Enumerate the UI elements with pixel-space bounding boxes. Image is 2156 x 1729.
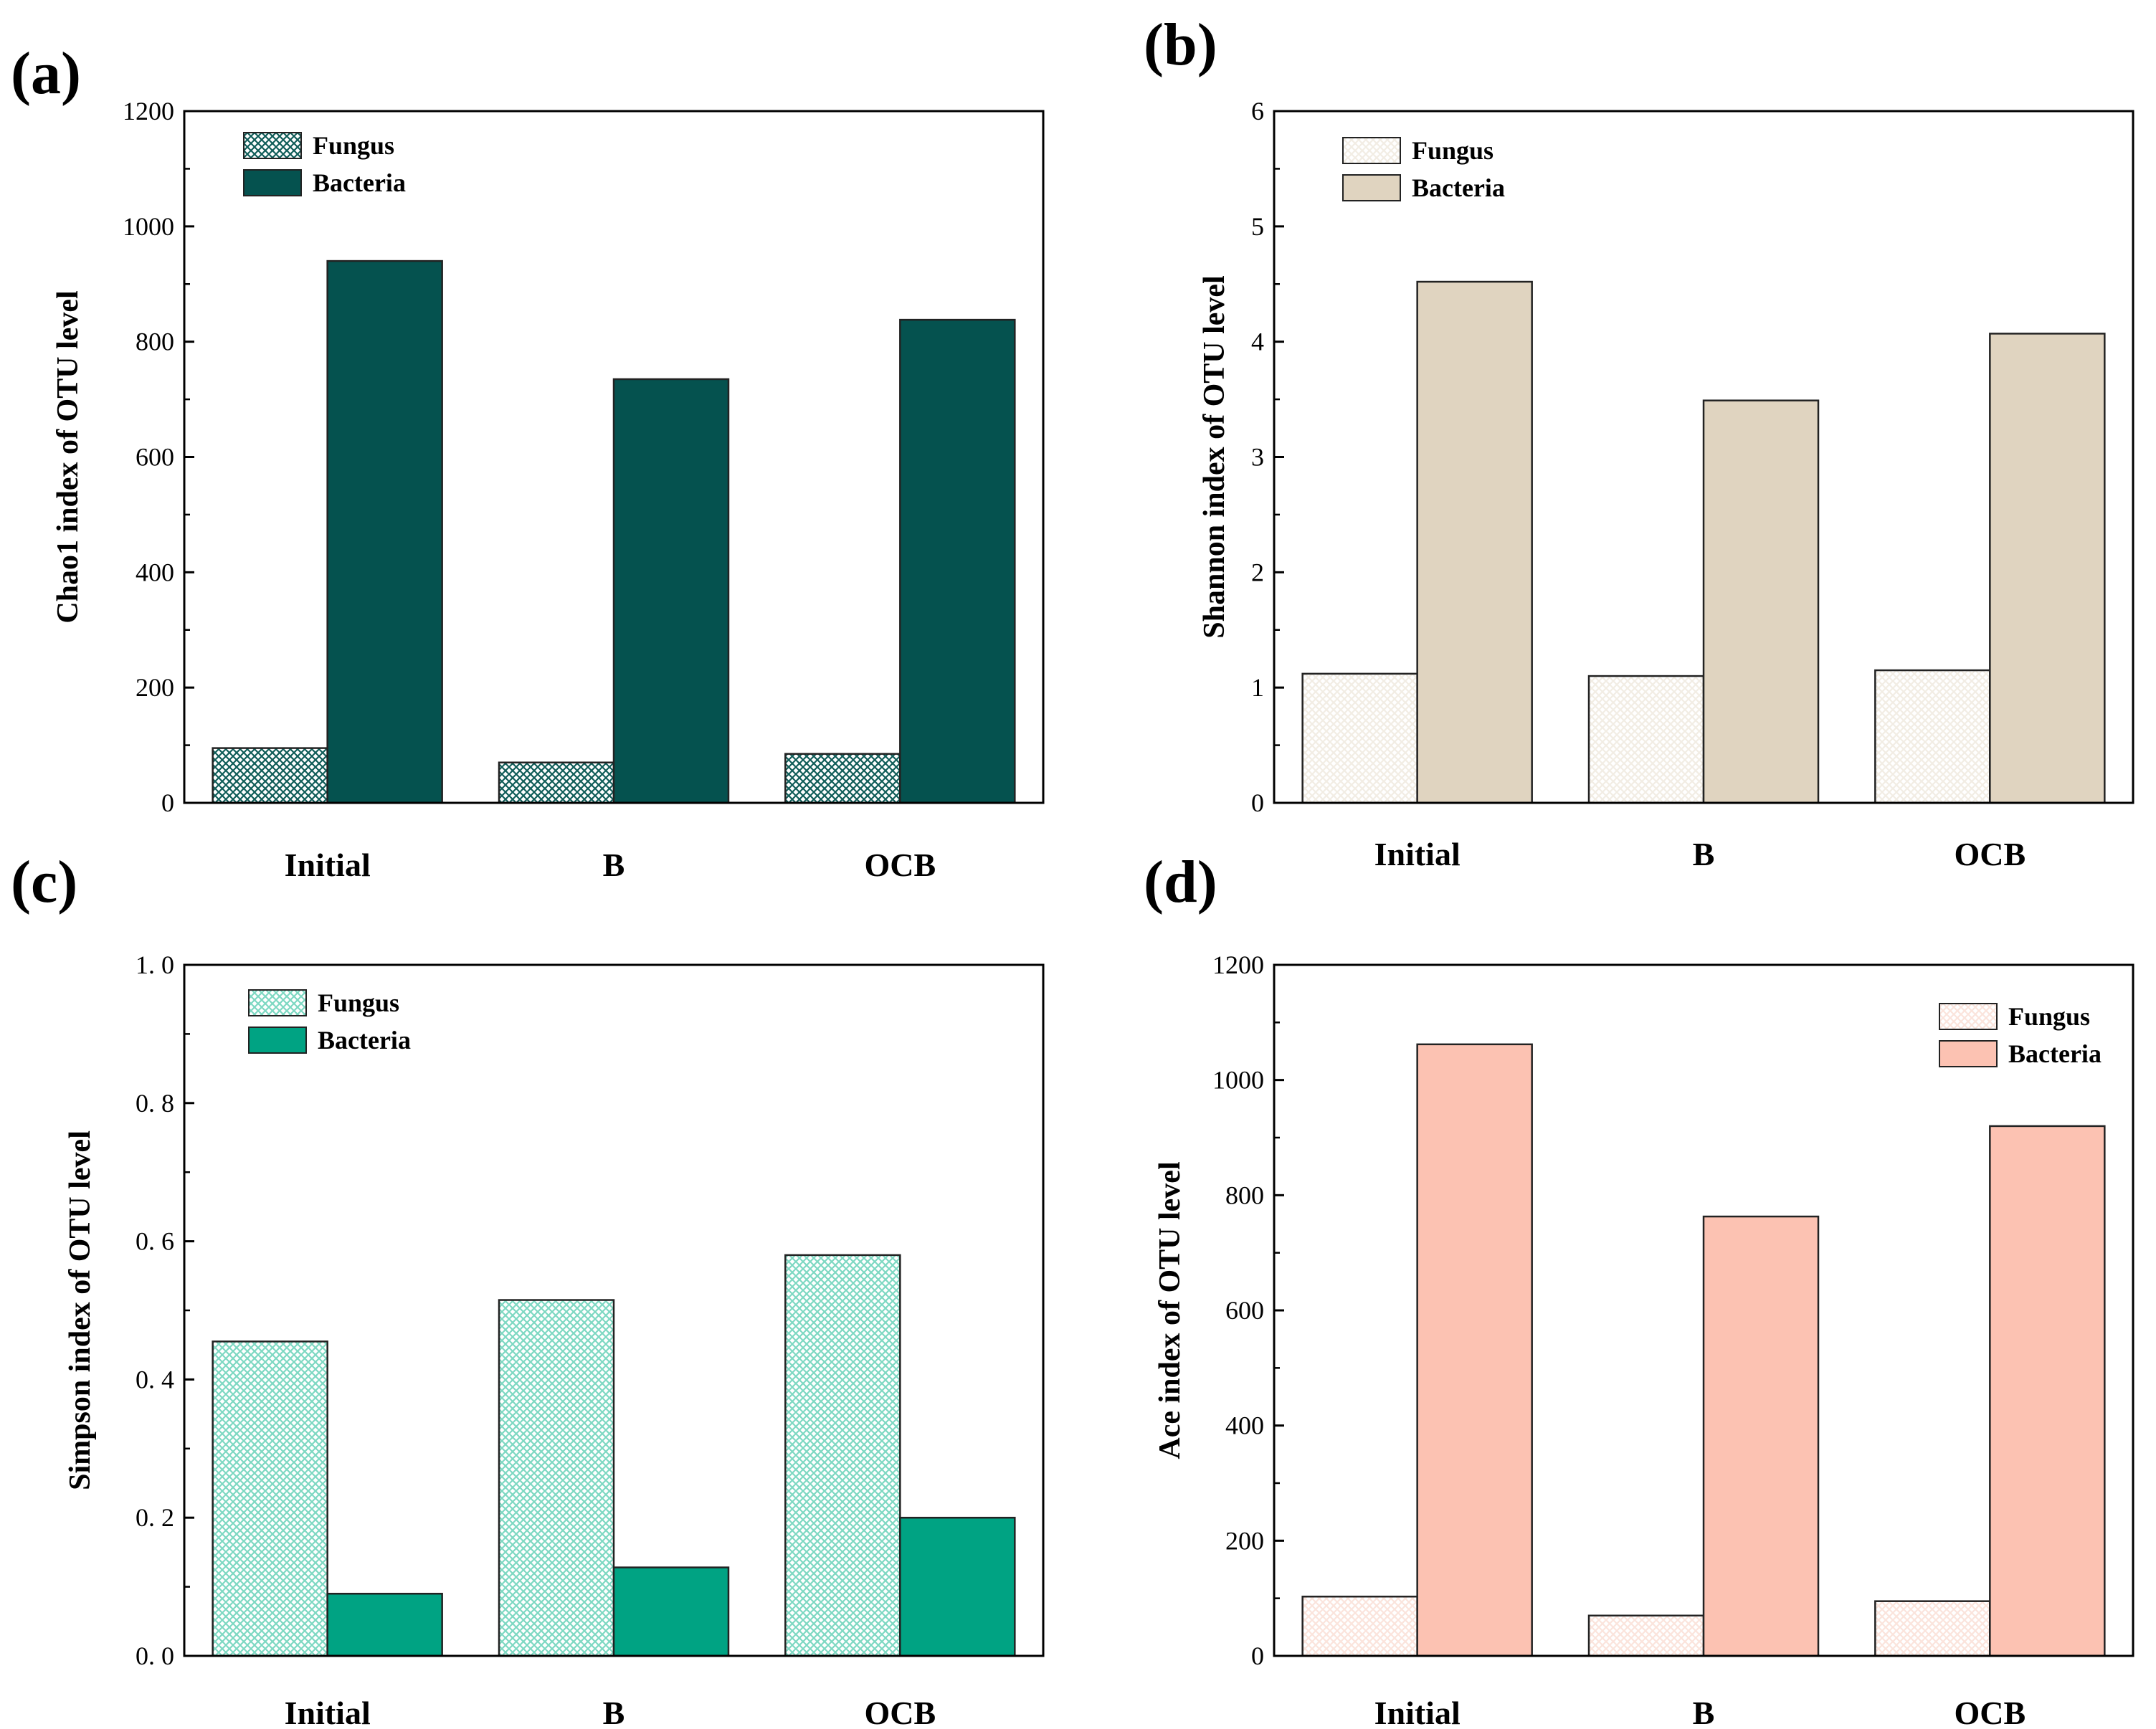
y-tick-label: 0. 0 [136,1642,174,1670]
y-tick-label: 0. 8 [136,1089,174,1118]
bar-bacteria-initial [326,259,443,804]
bar-fungus-b [1587,1614,1705,1657]
bar-fungus-initial [1301,1596,1418,1657]
bar-bacteria-b [1702,1215,1820,1657]
y-tick-label: 1000 [1212,1066,1264,1095]
x-tick-label: B [1693,836,1715,872]
y-axis-label: Ace index of OTU level [1154,1161,1187,1459]
y-tick-label: 0. 2 [136,1503,174,1532]
bar-bacteria-ocb [1989,333,2106,804]
x-tick-label: B [603,1695,625,1729]
bar-fungus-b [1587,675,1705,804]
legend-swatch-fungus [248,989,307,1016]
bar-bacteria-ocb [1989,1125,2106,1657]
y-tick-label: 0. 4 [136,1365,174,1394]
chart-panel-2: Initial B OCB 0. 0 0. 2 0. 4 0. 6 0. 8 1. 0 Simps… [11,849,1045,1729]
bar-bacteria-ocb [899,318,1016,804]
x-tick-label: B [1693,1695,1715,1729]
bar-fungus-ocb [1874,669,1991,804]
y-axis-label: Simpson index of OTU level [64,1130,97,1490]
legend-swatch-fungus [1342,137,1401,164]
bar-bacteria-ocb [899,1516,1016,1657]
x-tick-label: Initial [285,847,371,883]
bar-fungus-initial [212,747,328,804]
x-tick-label: Initial [1374,836,1461,872]
x-tick-label: Initial [285,1695,371,1729]
y-tick-label: 1200 [1212,951,1264,979]
y-tick-label: 0 [1251,789,1264,817]
legend-swatch-fungus [243,132,302,159]
bar-bacteria-b [612,378,730,804]
x-tick-label: OCB [864,847,936,883]
x-tick-label: Initial [1374,1695,1461,1729]
legend-label-bacteria: Bacteria [2008,1039,2102,1068]
y-tick-label: 200 [136,673,174,702]
x-tick-label: OCB [864,1695,936,1729]
legend-swatch-bacteria [1342,174,1401,201]
y-tick-label: 0. 6 [136,1227,174,1256]
y-tick-label: 1 [1251,673,1264,702]
y-axis-label: Chao1 index of OTU level [52,290,85,623]
y-tick-label: 600 [1225,1296,1264,1325]
bar-fungus-ocb [784,1254,901,1657]
legend-swatch-fungus [1939,1003,1998,1030]
y-tick-label: 4 [1251,328,1264,356]
y-tick-label: 200 [1225,1526,1264,1555]
y-tick-label: 3 [1251,443,1264,472]
legend-label-bacteria: Bacteria [1412,173,1505,202]
bar-bacteria-b [1702,399,1820,804]
bar-fungus-initial [1301,672,1418,804]
y-tick-label: 1. 0 [136,951,174,979]
bar-fungus-b [498,761,615,804]
panel-letter: (d) [1144,849,1217,915]
bar-fungus-ocb [784,753,901,804]
panel-letter: (b) [1144,11,1217,78]
chart-panel-1: Initial B OCB 0 1 2 3 4 5 6 Shannon index of OTU l… [1144,11,2134,872]
y-tick-label: 400 [1225,1411,1264,1440]
legend-label-fungus: Fungus [1412,136,1493,165]
legend-label-fungus: Fungus [318,989,399,1017]
legend-label-bacteria: Bacteria [313,168,406,197]
y-tick-label: 6 [1251,97,1264,125]
bar-bacteria-initial [326,1592,443,1657]
legend-label-fungus: Fungus [313,131,394,160]
panel-letter: (c) [11,849,77,915]
legend-label-bacteria: Bacteria [318,1026,411,1054]
bar-bacteria-b [612,1566,730,1657]
y-tick-label: 2 [1251,558,1264,586]
y-tick-label: 1000 [123,212,174,241]
chart-panel-3: Initial B OCB 0 200 400 600 800 1000 1200 Ace inde… [1144,849,2134,1729]
panel-letter: (a) [11,40,81,107]
bar-bacteria-initial [1416,1043,1533,1657]
y-tick-label: 0 [1251,1642,1264,1670]
y-tick-label: 5 [1251,212,1264,241]
bar-bacteria-initial [1416,280,1533,804]
legend-swatch-bacteria [1939,1040,1998,1067]
x-tick-label: OCB [1954,836,2026,872]
y-tick-label: 400 [136,558,174,586]
x-tick-label: B [603,847,625,883]
y-tick-label: 800 [1225,1181,1264,1209]
legend-swatch-bacteria [248,1027,307,1054]
y-tick-label: 0 [161,789,174,817]
bar-fungus-ocb [1874,1600,1991,1657]
legend-swatch-bacteria [243,169,302,196]
y-tick-label: 800 [136,328,174,356]
y-tick-label: 1200 [123,97,174,125]
bar-fungus-b [498,1299,615,1657]
x-tick-label: OCB [1954,1695,2026,1729]
bar-fungus-initial [212,1340,328,1657]
y-axis-label: Shannon index of OTU level [1198,275,1231,638]
y-tick-label: 600 [136,443,174,472]
legend-label-fungus: Fungus [2008,1002,2090,1031]
chart-panel-0: Initial B OCB 0 200 400 600 800 1000 1200 Chao1 in… [11,40,1045,883]
